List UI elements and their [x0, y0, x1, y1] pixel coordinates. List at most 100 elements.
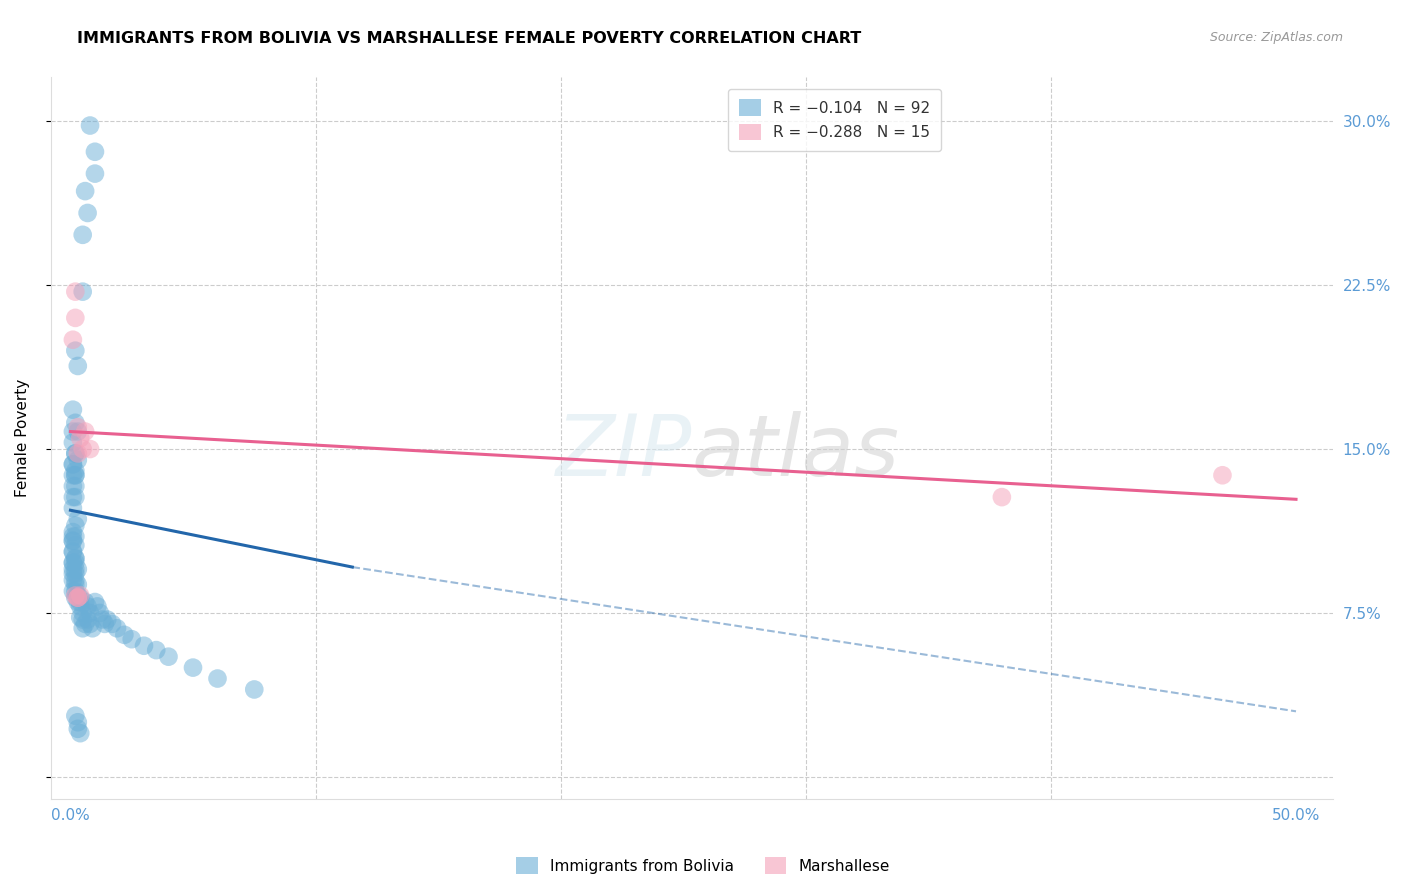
Point — [62, 566, 84, 581]
Point — [69, 726, 91, 740]
Text: ZIP: ZIP — [555, 411, 692, 494]
Point — [66, 420, 89, 434]
Point — [62, 458, 84, 472]
Point — [112, 628, 135, 642]
Point — [66, 453, 89, 467]
Point — [65, 562, 87, 576]
Point — [66, 359, 89, 373]
Point — [65, 551, 87, 566]
Point — [79, 119, 101, 133]
Point — [132, 639, 155, 653]
Point — [101, 616, 124, 631]
Point — [62, 458, 84, 472]
Point — [65, 591, 87, 605]
Point — [66, 446, 89, 460]
Point — [62, 490, 84, 504]
Text: Source: ZipAtlas.com: Source: ZipAtlas.com — [1209, 31, 1343, 45]
Point — [157, 649, 180, 664]
Point — [65, 566, 87, 581]
Point — [69, 589, 91, 603]
Legend: R = −0.104   N = 92, R = −0.288   N = 15: R = −0.104 N = 92, R = −0.288 N = 15 — [728, 88, 941, 151]
Point — [84, 167, 107, 181]
Point — [62, 573, 84, 587]
Point — [65, 529, 87, 543]
Point — [62, 402, 84, 417]
Point — [62, 545, 84, 559]
Point — [69, 595, 91, 609]
Point — [145, 643, 167, 657]
Point — [66, 562, 89, 576]
Point — [84, 145, 107, 159]
Point — [76, 599, 98, 614]
Point — [65, 285, 87, 299]
Point — [79, 606, 101, 620]
Point — [62, 556, 84, 570]
Point — [72, 442, 94, 456]
Point — [69, 599, 91, 614]
Point — [66, 591, 89, 605]
Text: atlas: atlas — [692, 411, 900, 494]
Point — [94, 616, 117, 631]
Point — [65, 464, 87, 478]
Point — [66, 577, 89, 591]
Point — [66, 722, 89, 736]
Legend: Immigrants from Bolivia, Marshallese: Immigrants from Bolivia, Marshallese — [510, 851, 896, 880]
Point — [65, 518, 87, 533]
Point — [121, 632, 143, 647]
Point — [65, 490, 87, 504]
Point — [66, 715, 89, 730]
Point — [82, 621, 104, 635]
Point — [72, 227, 94, 242]
Point — [65, 589, 87, 603]
Point — [89, 606, 111, 620]
Point — [62, 479, 84, 493]
Point — [62, 525, 84, 540]
Point — [62, 435, 84, 450]
Point — [62, 333, 84, 347]
Point — [62, 562, 84, 576]
Point — [65, 584, 87, 599]
Point — [66, 589, 89, 603]
Point — [65, 708, 87, 723]
Point — [75, 595, 97, 609]
Point — [62, 529, 84, 543]
Point — [65, 551, 87, 566]
Point — [65, 310, 87, 325]
Point — [76, 206, 98, 220]
Point — [62, 584, 84, 599]
Y-axis label: Female Poverty: Female Poverty — [15, 379, 30, 497]
Point — [65, 573, 87, 587]
Point — [991, 490, 1014, 504]
Point — [69, 610, 91, 624]
Point — [65, 446, 87, 460]
Point — [66, 512, 89, 526]
Point — [62, 533, 84, 548]
Point — [69, 591, 91, 605]
Point — [79, 442, 101, 456]
Point — [79, 616, 101, 631]
Point — [62, 545, 84, 559]
Point — [72, 613, 94, 627]
Point — [65, 468, 87, 483]
Point — [243, 682, 266, 697]
Point — [91, 613, 114, 627]
Point — [181, 660, 204, 674]
Point — [65, 446, 87, 460]
Point — [62, 468, 84, 483]
Point — [86, 599, 108, 614]
Point — [72, 285, 94, 299]
Text: IMMIGRANTS FROM BOLIVIA VS MARSHALLESE FEMALE POVERTY CORRELATION CHART: IMMIGRANTS FROM BOLIVIA VS MARSHALLESE F… — [77, 31, 862, 46]
Point — [69, 431, 91, 445]
Point — [105, 621, 128, 635]
Point — [62, 556, 84, 570]
Point — [84, 595, 107, 609]
Point — [66, 425, 89, 439]
Point — [65, 343, 87, 358]
Point — [62, 501, 84, 516]
Point — [65, 577, 87, 591]
Point — [96, 613, 118, 627]
Point — [72, 621, 94, 635]
Point — [66, 591, 89, 605]
Point — [76, 613, 98, 627]
Point — [72, 606, 94, 620]
